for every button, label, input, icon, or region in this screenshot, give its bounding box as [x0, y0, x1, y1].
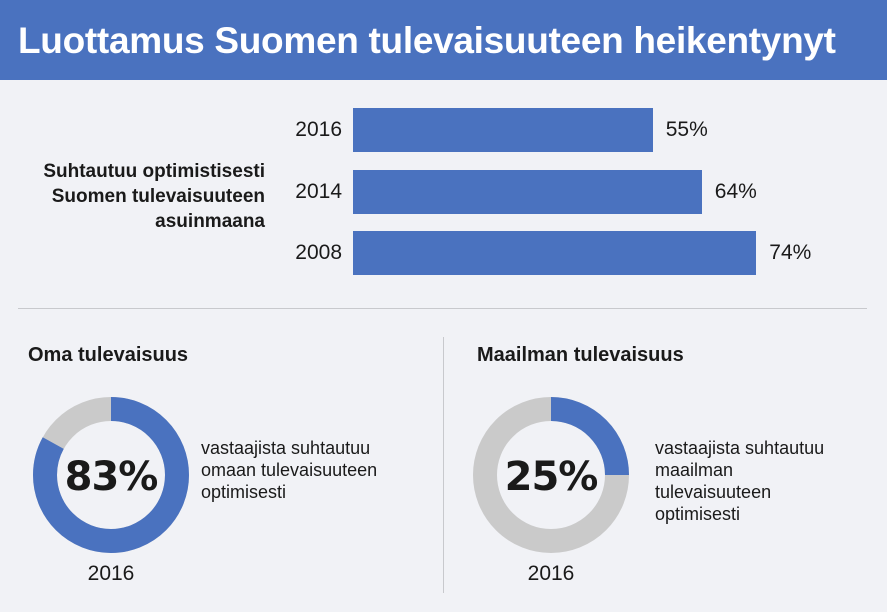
- world-future-donut-value-arc: [473, 397, 629, 553]
- own-future-description-line-1: vastaajista suhtautuu: [201, 438, 371, 458]
- world-future-description-line-3: tulevaisuuteen: [655, 482, 772, 502]
- own-future-description-line-2: omaan tulevaisuuteen: [201, 460, 378, 480]
- bar-chart-label-line-2: Suomen tulevaisuuteen: [51, 186, 265, 207]
- own-future-title: Oma tulevaisuus: [28, 344, 189, 366]
- vertical-divider: [443, 337, 444, 593]
- bar-chart-label-line-1: Suhtautuu optimistisesti: [43, 161, 265, 182]
- own-future-donut-value-arc: [33, 397, 189, 553]
- bar-year-label: 2008: [295, 241, 342, 264]
- bar-value-label: 74%: [769, 241, 812, 264]
- own-future-donut-chart: [33, 397, 189, 553]
- world-future-year: 2016: [527, 562, 575, 585]
- horizontal-divider: [18, 308, 867, 309]
- bar-year-label: 2016: [295, 118, 342, 141]
- world-future-title: Maailman tulevaisuus: [477, 344, 684, 366]
- world-future-donut-chart: [473, 397, 629, 553]
- own-future-percent: 83%: [64, 454, 159, 500]
- bar-value-label: 64%: [714, 180, 757, 203]
- own-future-description-line-3: optimisesti: [201, 482, 287, 502]
- bar-chart-label: Suhtautuu optimistisesti Suomen tulevais…: [0, 159, 265, 234]
- bar: [353, 170, 702, 214]
- bar-year-label: 2014: [295, 180, 342, 203]
- own-future-year: 2016: [87, 562, 135, 585]
- world-future-description-line-4: optimisesti: [655, 504, 741, 524]
- page-title: Luottamus Suomen tulevaisuuteen heikenty…: [18, 20, 836, 61]
- world-future-description-line-2: maailman: [655, 460, 734, 480]
- bar: [353, 231, 757, 275]
- world-future-description: vastaajista suhtautuu maailman tulevaisu…: [655, 437, 875, 525]
- world-future-percent: 25%: [504, 454, 599, 500]
- header-banner: Luottamus Suomen tulevaisuuteen heikenty…: [0, 0, 887, 80]
- bar-chart-label-line-3: asuinmaana: [155, 211, 265, 232]
- world-future-description-line-1: vastaajista suhtautuu: [655, 438, 825, 458]
- bar: [353, 108, 653, 152]
- own-future-description: vastaajista suhtautuu omaan tulevaisuute…: [201, 437, 421, 503]
- bar-value-label: 55%: [665, 118, 708, 141]
